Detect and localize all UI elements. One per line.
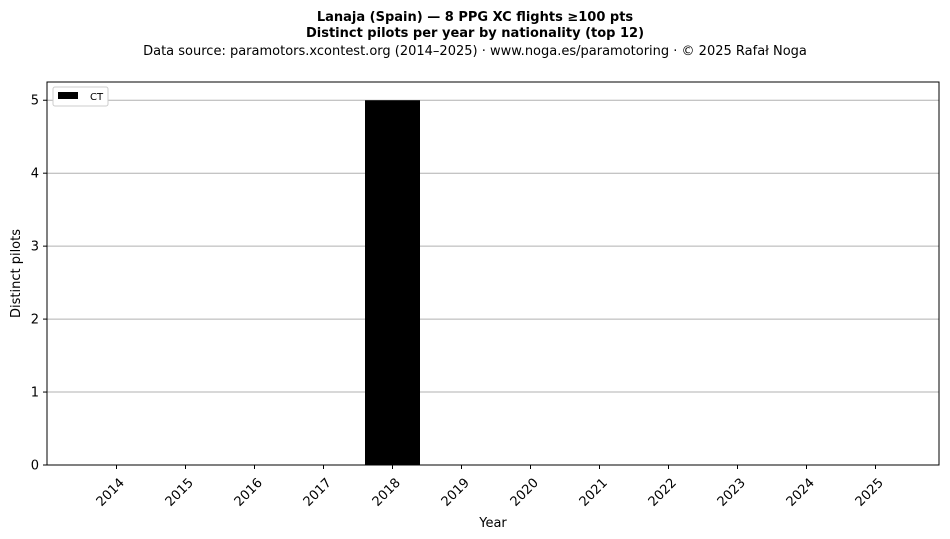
x-tick-label: 2018	[370, 476, 404, 510]
x-tick-label: 2015	[163, 476, 197, 510]
x-tick-label: 2019	[439, 476, 473, 510]
x-tick-label: 2022	[646, 476, 680, 510]
legend-swatch-ct	[58, 92, 78, 99]
y-tick-label: 1	[31, 386, 39, 401]
y-tick-label: 5	[31, 94, 39, 109]
x-tick-label: 2020	[508, 476, 542, 510]
y-tick-label: 2	[31, 313, 39, 328]
grid-lines	[47, 99, 939, 393]
x-axis: 2014 2015 2016 2017 2018 2019 2020 2021 2022 2023…	[94, 465, 887, 510]
x-tick-label: 2014	[94, 476, 128, 510]
x-tick-label: 2024	[784, 476, 818, 510]
y-tick-label: 3	[31, 240, 39, 255]
bar-ct-2018	[365, 100, 420, 465]
legend-label-ct: CT	[90, 92, 104, 103]
legend: CT	[52, 86, 109, 107]
x-tick-label: 2017	[301, 476, 335, 510]
y-axis-label: Distinct pilots	[9, 229, 24, 318]
x-tick-label: 2021	[577, 476, 611, 510]
y-tick-label: 0	[31, 459, 39, 474]
bars	[365, 100, 420, 465]
y-tick-label: 4	[31, 167, 39, 182]
chart-subtitle: Distinct pilots per year by nationality …	[306, 26, 644, 41]
x-tick-label: 2016	[232, 476, 266, 510]
chart-title: Lanaja (Spain) — 8 PPG XC flights ≥100 p…	[317, 10, 634, 25]
x-axis-label: Year	[478, 516, 507, 531]
x-tick-label: 2023	[715, 476, 749, 510]
y-axis: 0 1 2 3 4 5	[31, 94, 47, 474]
x-tick-label: 2025	[853, 476, 887, 510]
plot-area	[46, 81, 940, 466]
chart-source: Data source: paramotors.xcontest.org (20…	[143, 44, 807, 59]
legend-box	[52, 86, 109, 107]
